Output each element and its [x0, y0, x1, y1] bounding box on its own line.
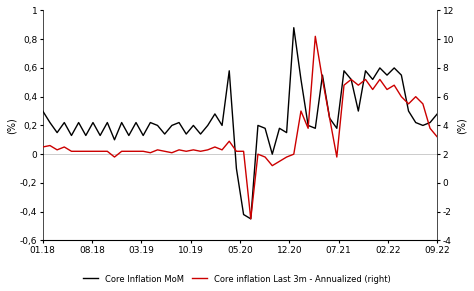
Core Inflation MoM: [183, 132, 189, 136]
Core inflation Last 3m - Annualized (right): [183, 150, 189, 153]
Core inflation Last 3m - Annualized (right): [248, 217, 254, 221]
Core inflation Last 3m - Annualized (right): [291, 152, 297, 156]
Y-axis label: (%): (%): [7, 117, 17, 134]
Core Inflation MoM: [434, 112, 440, 116]
Core inflation Last 3m - Annualized (right): [40, 145, 46, 149]
Core Inflation MoM: [269, 152, 275, 156]
Y-axis label: (%): (%): [457, 117, 467, 134]
Line: Core inflation Last 3m - Annualized (right): Core inflation Last 3m - Annualized (rig…: [43, 36, 437, 219]
Core Inflation MoM: [298, 78, 304, 81]
Core Inflation MoM: [248, 217, 254, 221]
Legend: Core Inflation MoM, Core inflation Last 3m - Annualized (right): Core Inflation MoM, Core inflation Last …: [80, 271, 394, 287]
Core Inflation MoM: [291, 26, 297, 29]
Core inflation Last 3m - Annualized (right): [434, 135, 440, 139]
Core inflation Last 3m - Annualized (right): [47, 144, 53, 147]
Core inflation Last 3m - Annualized (right): [269, 164, 275, 167]
Core inflation Last 3m - Annualized (right): [312, 35, 318, 38]
Core Inflation MoM: [312, 127, 318, 130]
Core inflation Last 3m - Annualized (right): [356, 84, 361, 87]
Line: Core Inflation MoM: Core Inflation MoM: [43, 28, 437, 219]
Core Inflation MoM: [47, 121, 53, 124]
Core inflation Last 3m - Annualized (right): [305, 127, 311, 130]
Core Inflation MoM: [40, 109, 46, 113]
Core Inflation MoM: [356, 109, 361, 113]
